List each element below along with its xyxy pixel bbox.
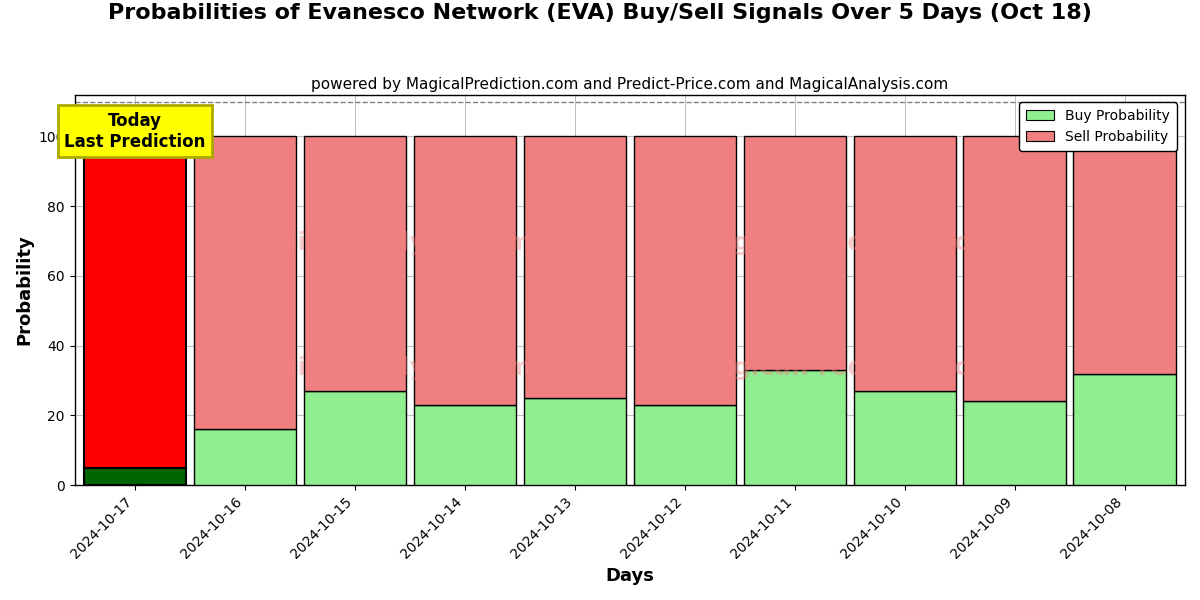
Text: Today
Last Prediction: Today Last Prediction xyxy=(65,112,206,151)
Title: powered by MagicalPrediction.com and Predict-Price.com and MagicalAnalysis.com: powered by MagicalPrediction.com and Pre… xyxy=(311,77,948,92)
Bar xyxy=(1074,136,1176,374)
Y-axis label: Probability: Probability xyxy=(16,235,34,345)
Text: Probabilities of Evanesco Network (EVA) Buy/Sell Signals Over 5 Days (Oct 18): Probabilities of Evanesco Network (EVA) … xyxy=(108,3,1092,23)
Bar xyxy=(523,136,626,398)
Bar xyxy=(634,136,736,405)
Bar xyxy=(414,405,516,485)
Bar xyxy=(304,391,406,485)
Text: MagicalPrediction.com: MagicalPrediction.com xyxy=(691,231,1013,255)
Bar xyxy=(964,401,1066,485)
Text: MagicalAnalysis.com: MagicalAnalysis.com xyxy=(239,231,533,255)
Bar xyxy=(84,136,186,468)
Legend: Buy Probability, Sell Probability: Buy Probability, Sell Probability xyxy=(1019,102,1177,151)
Bar xyxy=(84,468,186,485)
Bar xyxy=(414,136,516,405)
Bar xyxy=(853,136,955,391)
Bar xyxy=(1074,374,1176,485)
Bar xyxy=(744,370,846,485)
Bar xyxy=(744,136,846,370)
Bar xyxy=(304,136,406,391)
X-axis label: Days: Days xyxy=(605,567,654,585)
Bar xyxy=(634,405,736,485)
Bar xyxy=(964,136,1066,401)
Text: MagicalAnalysis.com: MagicalAnalysis.com xyxy=(239,356,533,380)
Bar xyxy=(194,430,296,485)
Bar xyxy=(194,136,296,430)
Bar xyxy=(853,391,955,485)
Text: MagicalPrediction.com: MagicalPrediction.com xyxy=(691,356,1013,380)
Bar xyxy=(523,398,626,485)
